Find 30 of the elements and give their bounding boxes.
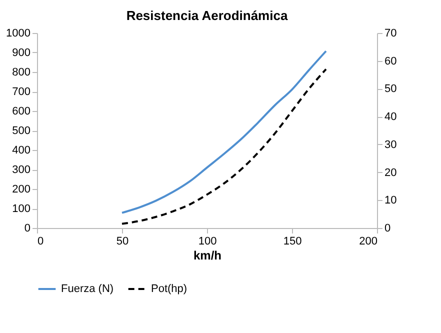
y2-tick-label: 40 [384, 111, 397, 124]
y2-tick-label: 30 [384, 138, 397, 151]
x-tick-label: 0 [38, 236, 44, 248]
y-tick-label: 400 [12, 144, 30, 156]
chart-title: Resistencia Aerodinámica [126, 8, 288, 23]
y2-tick-label: 20 [384, 166, 397, 179]
y-tick-label: 100 [12, 203, 30, 215]
y-tick-label: 300 [12, 164, 30, 176]
y-tick-label: 800 [12, 66, 30, 78]
x-tick-label: 50 [116, 236, 129, 248]
y-tick-label: 1000 [6, 28, 30, 40]
y-tick-label: 600 [12, 106, 30, 118]
legend-label: Fuerza (N) [61, 283, 114, 295]
x-tick-label: 200 [359, 236, 378, 248]
y2-tick-label: 0 [384, 222, 391, 234]
y2-tick-label: 50 [384, 83, 397, 96]
y2-tick-label: 10 [384, 194, 397, 207]
y2-tick-label: 60 [384, 55, 397, 68]
line-series [121, 68, 327, 225]
y-tick-label: 500 [12, 125, 30, 137]
x-tick-label: 100 [198, 236, 217, 248]
y-tick-label: 700 [12, 86, 30, 98]
x-axis-title: km/h [193, 248, 222, 262]
y-tick-label: 200 [12, 184, 30, 196]
y-tick-label: 0 [24, 222, 30, 234]
x-tick-label: 150 [283, 236, 302, 248]
line-series [121, 50, 327, 214]
legend-label: Pot(hp) [151, 283, 188, 295]
y2-tick-label: 70 [384, 28, 397, 40]
y-tick-label: 900 [12, 47, 30, 59]
